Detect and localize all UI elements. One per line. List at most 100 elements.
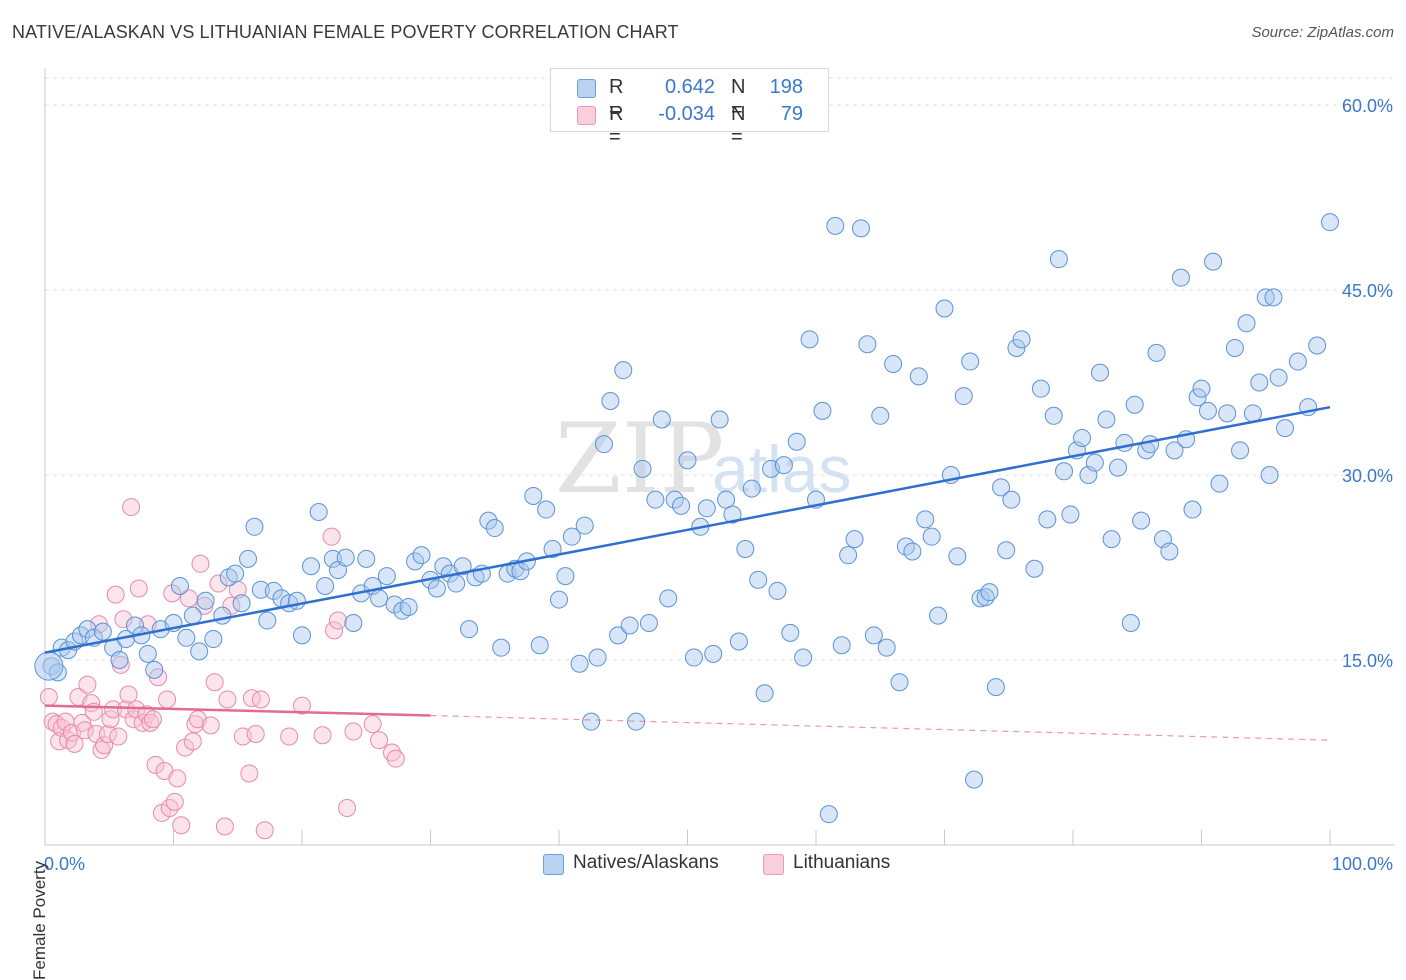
natives-point — [1321, 213, 1339, 232]
natives-point — [909, 367, 928, 386]
natives-point — [1121, 614, 1140, 632]
natives-point — [190, 642, 209, 661]
natives-point — [170, 577, 189, 595]
natives-point — [594, 435, 613, 454]
natives-point — [588, 648, 607, 667]
natives-point — [479, 511, 498, 530]
natives-point — [293, 626, 311, 645]
lithuanians-point — [240, 764, 259, 783]
natives-point — [1231, 441, 1250, 460]
legend-n-label: N = — [731, 103, 746, 148]
natives-point — [1210, 474, 1229, 493]
natives-point — [871, 406, 890, 425]
lithuanians-point — [109, 727, 128, 746]
natives-point — [794, 648, 813, 667]
natives-point — [1160, 542, 1179, 561]
natives-trend-line — [44, 405, 1331, 654]
natives-point — [839, 546, 858, 565]
natives-point — [301, 557, 320, 576]
natives-point — [226, 564, 245, 583]
lithuanians-point — [222, 596, 241, 615]
natives-point — [781, 623, 800, 642]
natives-point — [309, 503, 328, 521]
lithuanians-point — [95, 736, 114, 755]
natives-point — [582, 712, 601, 731]
natives-point — [609, 626, 628, 645]
natives-point — [1007, 338, 1026, 357]
natives-point — [1097, 410, 1116, 429]
bottom-swatch-lithuanians — [763, 854, 784, 875]
natives-point — [1061, 505, 1080, 524]
natives-point — [196, 591, 215, 610]
natives-point — [929, 606, 948, 625]
natives-point — [980, 583, 999, 602]
legend-n-value: 198 — [769, 76, 803, 98]
legend-swatch-natives — [577, 79, 596, 98]
watermark-atlas: atlas — [712, 432, 851, 506]
natives-point — [575, 516, 594, 535]
natives-point — [620, 616, 639, 635]
natives-point — [110, 651, 129, 669]
natives-point — [948, 547, 967, 566]
natives-point — [742, 479, 761, 498]
natives-point — [1260, 466, 1279, 484]
natives-point — [1218, 404, 1237, 423]
natives-point — [710, 410, 729, 429]
natives-point — [316, 577, 335, 595]
lithuanians-point — [73, 713, 92, 732]
natives-point — [954, 387, 973, 406]
natives-point — [556, 567, 575, 586]
lithuanians-point — [78, 675, 97, 694]
grid-lines — [45, 77, 1395, 661]
lithuanians-point — [165, 792, 184, 811]
lithuanians-point — [246, 725, 265, 743]
natives-point — [1198, 401, 1217, 420]
natives-point — [258, 611, 277, 630]
natives-point — [877, 638, 896, 657]
natives-point — [125, 616, 144, 635]
lithuanians-point — [337, 799, 356, 817]
natives-point — [1188, 388, 1207, 407]
natives-point — [1141, 435, 1160, 454]
y-tick-label: 15.0% — [1342, 651, 1393, 671]
natives-point — [434, 557, 453, 576]
lithuanians-point — [75, 721, 94, 740]
chart-title: NATIVE/ALASKAN VS LITHUANIAN FEMALE POVE… — [12, 22, 679, 42]
natives-point — [1044, 406, 1063, 425]
natives-point — [183, 606, 202, 625]
natives-point — [787, 432, 806, 451]
natives-point — [1269, 368, 1288, 387]
scatter-chart: ZIP atlas 15.0% 30.0% 45.0% 60.0% 0.0% 100.0% — [34, 68, 1395, 874]
natives-point — [537, 500, 556, 519]
natives-point — [697, 499, 716, 518]
natives-point — [543, 540, 562, 558]
lithuanians-point — [293, 696, 311, 715]
natives-point — [370, 589, 389, 608]
lithuanians-point — [65, 734, 84, 753]
natives-point — [800, 330, 819, 349]
lithuanians-point — [313, 726, 332, 745]
natives-point — [997, 541, 1016, 560]
watermark-zip: ZIP — [555, 403, 724, 515]
natives-point — [1049, 250, 1068, 269]
natives-point — [485, 519, 504, 538]
lithuanians-point — [92, 741, 111, 760]
lithuanians-point — [129, 579, 148, 598]
lithuanians-point — [114, 610, 133, 629]
natives-point — [614, 361, 633, 380]
lithuanians-point — [186, 715, 205, 734]
natives-point — [1288, 352, 1307, 371]
natives-point — [1204, 252, 1223, 271]
natives-point — [93, 622, 112, 641]
axes — [44, 68, 1395, 846]
legend-r-label: R = — [609, 103, 624, 148]
bottom-label-natives: Natives/Alaskans — [573, 852, 719, 873]
natives-point — [1147, 343, 1166, 362]
natives-point — [1192, 379, 1211, 398]
natives-point — [858, 335, 877, 354]
y-tick-label: 30.0% — [1342, 466, 1393, 486]
natives-point — [678, 451, 697, 470]
natives-point — [213, 606, 232, 625]
natives-point — [935, 299, 954, 318]
lithuanians-point — [325, 621, 344, 640]
